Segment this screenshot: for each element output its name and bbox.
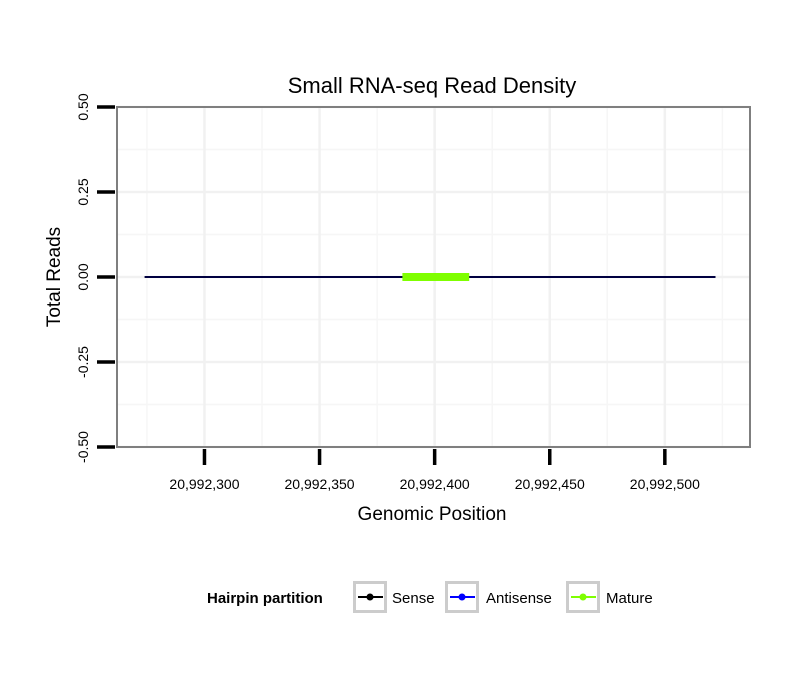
x-tick-label: 20,992,500 (630, 476, 700, 492)
plot-layer: 20,992,300 20,992,350 20,992,400 20,992,450… (75, 93, 751, 492)
y-tick-label: 0.25 (75, 178, 91, 205)
legend-title: Hairpin partition (207, 590, 323, 607)
x-tick-label: 20,992,450 (515, 476, 585, 492)
chart-title: Small RNA-seq Read Density (288, 73, 577, 98)
legend: Hairpin partition Sense Antisense Mature (207, 581, 653, 613)
plot-border (116, 106, 751, 448)
legend-key-point (579, 593, 587, 601)
y-tick-label: 0.50 (75, 93, 91, 120)
x-tick-label: 20,992,350 (285, 476, 355, 492)
legend-label-antisense: Antisense (486, 590, 552, 607)
x-axis-title: Genomic Position (358, 504, 507, 525)
x-tick-label: 20,992,400 (400, 476, 470, 492)
y-tick-label: 0.00 (75, 263, 91, 290)
legend-key-point (366, 593, 374, 601)
legend-key-point (458, 593, 466, 601)
legend-label-sense: Sense (392, 590, 435, 607)
y-axis-title: Total Reads (44, 227, 65, 327)
y-tick-label: -0.50 (75, 431, 91, 463)
x-tick-label: 20,992,300 (169, 476, 239, 492)
y-tick-label: -0.25 (75, 346, 91, 378)
legend-label-mature: Mature (606, 590, 653, 607)
